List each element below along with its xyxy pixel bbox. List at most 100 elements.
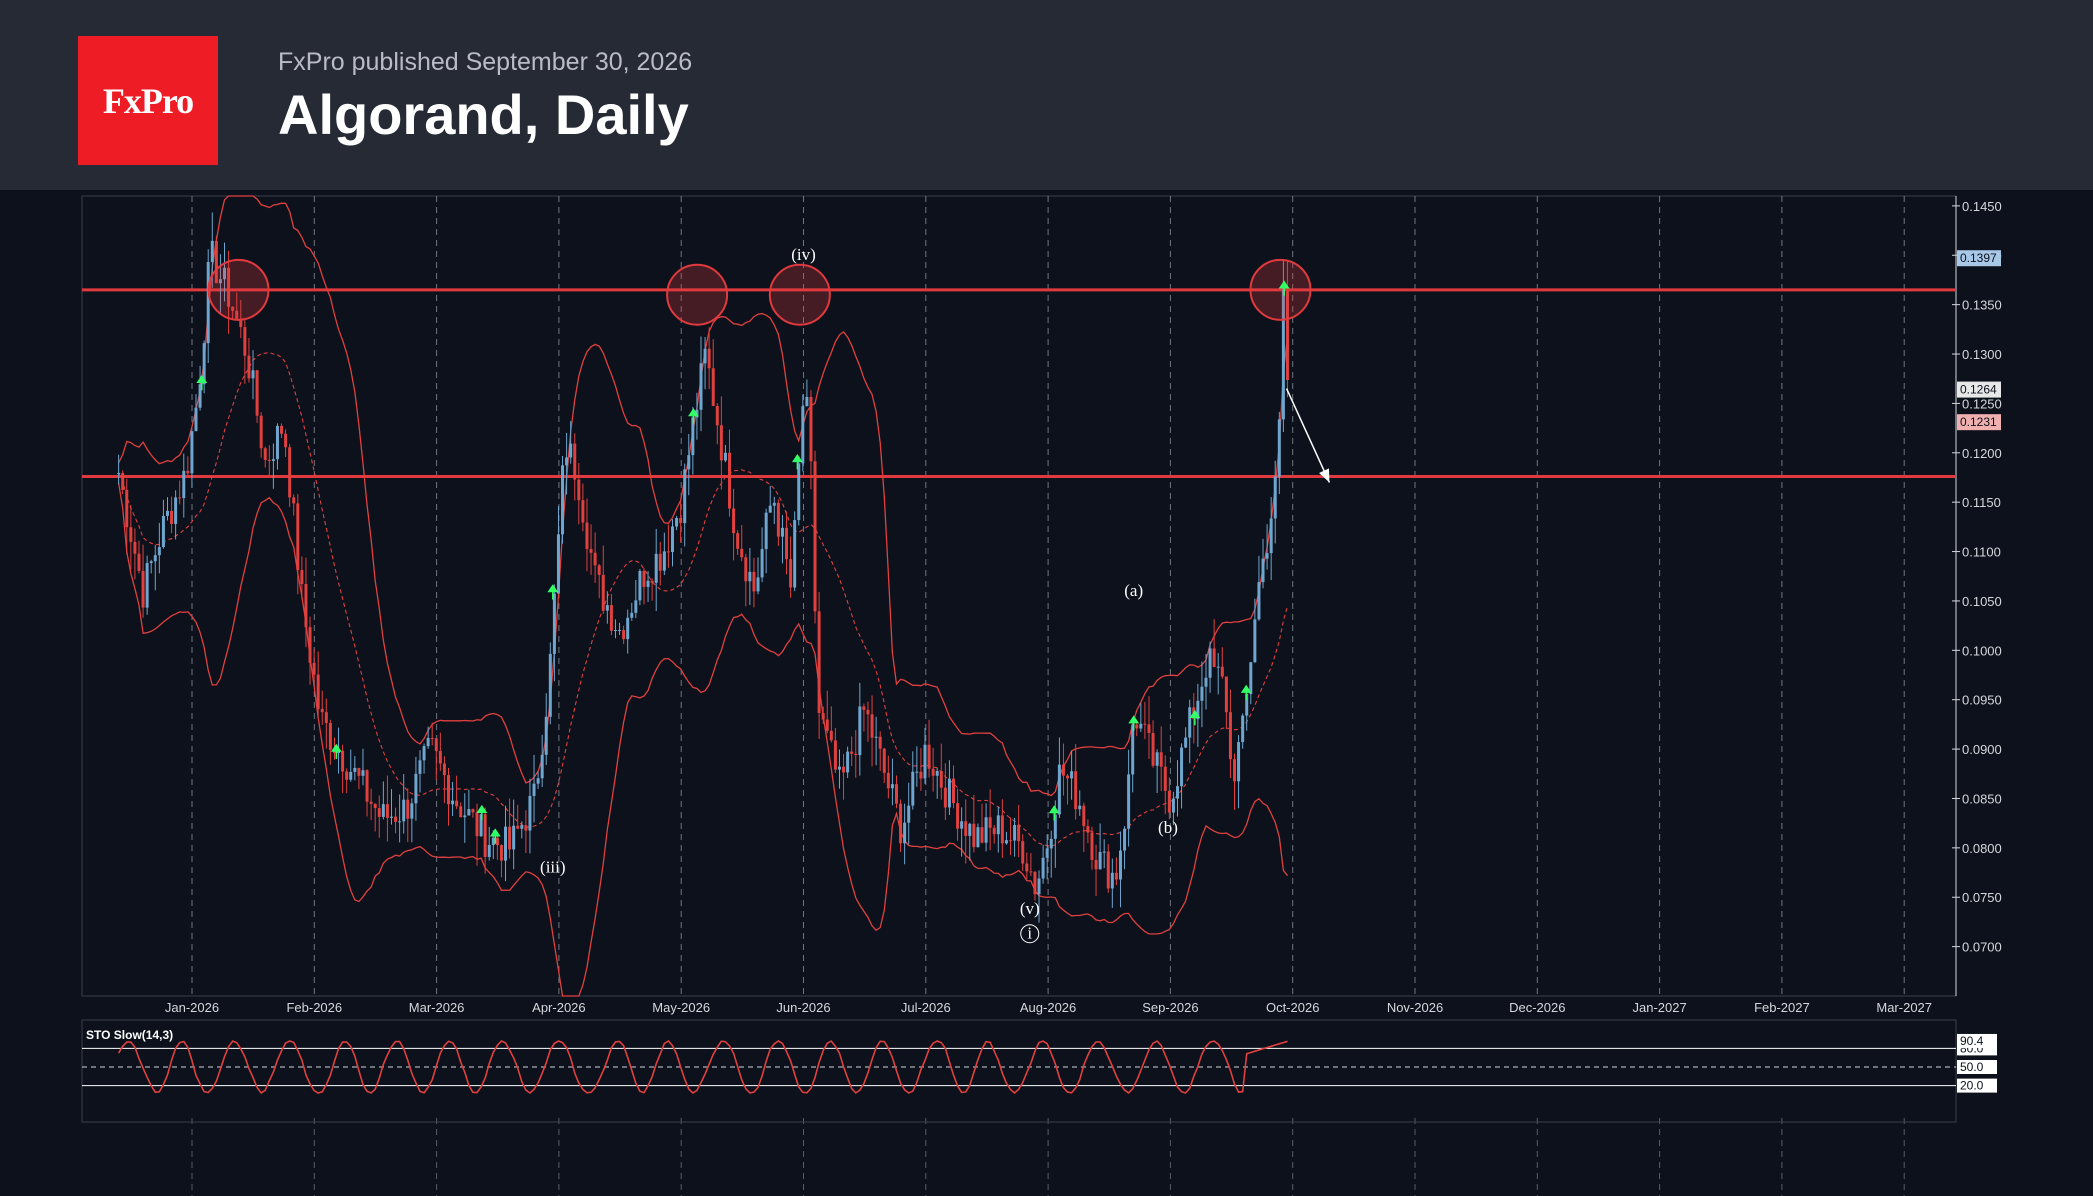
candle-body xyxy=(1074,771,1078,810)
candle-body xyxy=(243,327,247,356)
candle-body xyxy=(357,767,361,776)
candle-body xyxy=(1167,790,1171,813)
bollinger-middle-band xyxy=(118,352,1289,847)
candle-body xyxy=(675,518,679,527)
candle-body xyxy=(214,240,218,284)
candle-body xyxy=(145,563,149,608)
buy-signal-arrow xyxy=(1048,805,1060,821)
candle-body xyxy=(1171,798,1175,813)
candle-body xyxy=(324,712,328,723)
candle-body xyxy=(630,612,634,618)
x-tick-label: Sep-2026 xyxy=(1142,1000,1198,1015)
candle-body xyxy=(471,809,475,813)
x-tick-label: Oct-2026 xyxy=(1266,1000,1319,1015)
price-tick-label: 0.1300 xyxy=(1962,347,2002,362)
candle-body xyxy=(899,803,903,844)
candle-body xyxy=(1159,752,1163,767)
candle-body xyxy=(1090,832,1094,860)
candle-body xyxy=(931,768,935,776)
candle-body xyxy=(854,753,858,756)
buy-signal-arrow xyxy=(196,374,208,391)
candle-body xyxy=(976,827,980,848)
candle-body xyxy=(418,760,422,774)
candle-body xyxy=(475,812,479,837)
price-tick-label: 0.0750 xyxy=(1962,890,2002,905)
candle-body xyxy=(886,772,890,789)
candle-body xyxy=(153,555,157,562)
candle-body xyxy=(711,368,715,406)
candle-body xyxy=(565,457,569,466)
candle-body xyxy=(1273,476,1277,519)
candle-body xyxy=(198,384,202,408)
candle-body xyxy=(516,825,520,829)
candle-body xyxy=(874,736,878,738)
price-tick-label: 0.1450 xyxy=(1962,199,2002,214)
candle-body xyxy=(589,549,593,553)
candle-body xyxy=(850,751,854,754)
candle-body xyxy=(650,580,654,583)
candle-body xyxy=(263,448,267,460)
candle-body xyxy=(756,577,760,592)
candle-body xyxy=(275,425,279,460)
candle-body xyxy=(1082,805,1086,827)
candle-body xyxy=(1094,859,1098,870)
fxpro-logo[interactable]: FxPro xyxy=(78,36,218,165)
price-tag-label: 0.1264 xyxy=(1960,383,1997,397)
candle-body xyxy=(165,510,169,516)
candle-body xyxy=(1269,518,1273,554)
candle-body xyxy=(801,406,805,464)
candle-body xyxy=(288,447,292,498)
oscillator-level-box xyxy=(1957,1060,1997,1074)
candle-body xyxy=(389,816,393,818)
candle-body xyxy=(760,549,764,578)
candle-body xyxy=(1098,852,1102,870)
resistance-circle xyxy=(207,258,270,321)
price-chart[interactable]: Jan-2026 Feb-2026 Mar-2026 Apr-2026 May-2026… xyxy=(0,190,2093,1196)
candle-body xyxy=(129,527,133,542)
candle-body xyxy=(271,459,275,461)
buy-signal-arrow xyxy=(791,453,803,470)
projection-arrow-head xyxy=(1319,468,1330,483)
candle-body xyxy=(817,611,821,714)
candle-body xyxy=(825,719,829,731)
price-tick-label: 0.0850 xyxy=(1962,791,2002,806)
oscillator-frame xyxy=(81,1019,1957,1123)
candle-body xyxy=(927,744,931,769)
price-tag-label: 0.1231 xyxy=(1960,415,1997,429)
candle-body xyxy=(394,816,398,822)
candle-body xyxy=(157,547,161,556)
candle-body xyxy=(202,343,206,385)
header-bar: FxPro FxPro published September 30, 2026… xyxy=(0,0,2093,190)
candle-body xyxy=(1241,715,1245,743)
candle-body xyxy=(1123,828,1127,851)
candle-body xyxy=(361,770,365,776)
buy-signal-arrow xyxy=(1240,684,1252,701)
candle-body xyxy=(1041,857,1045,879)
candle-body xyxy=(577,479,581,501)
candle-body xyxy=(259,415,263,449)
oscillator-level-label: 20.0 xyxy=(1960,1079,1984,1093)
candle-body xyxy=(719,425,723,461)
candle-body xyxy=(349,771,353,780)
candle-body xyxy=(1184,737,1188,748)
candle-body xyxy=(316,674,320,709)
candle-body xyxy=(805,396,809,407)
candle-body xyxy=(728,452,732,509)
wave-label: i xyxy=(1027,924,1032,943)
candle-body xyxy=(385,804,389,818)
candle-body xyxy=(935,771,939,776)
candle-body xyxy=(532,783,536,796)
candle-body xyxy=(1212,648,1216,667)
buy-signal-arrow xyxy=(489,828,501,844)
candle-body xyxy=(833,740,837,770)
candle-body xyxy=(846,751,850,773)
candle-body xyxy=(768,505,772,513)
published-date: FxPro published September 30, 2026 xyxy=(278,48,693,76)
candle-body xyxy=(638,570,642,601)
candle-body xyxy=(1033,871,1037,895)
price-tick-label: 0.0950 xyxy=(1962,693,2002,708)
x-tick-label: Mar-2026 xyxy=(409,1000,465,1015)
candle-body xyxy=(1180,747,1184,787)
candle-body xyxy=(890,784,894,789)
bollinger-upper-band xyxy=(118,195,1289,797)
